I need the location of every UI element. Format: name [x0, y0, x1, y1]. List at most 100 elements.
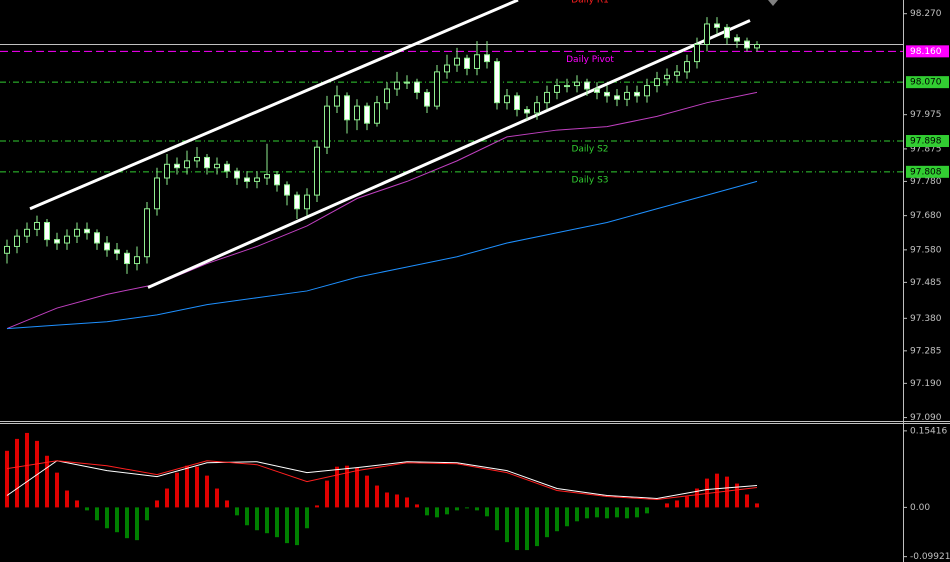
candle-body — [144, 208, 150, 258]
candle-body — [64, 235, 70, 244]
histogram-bar — [165, 488, 169, 508]
candle-body — [614, 95, 620, 100]
histogram-bar — [45, 455, 49, 508]
level-box — [906, 45, 949, 58]
histogram-bar — [365, 475, 369, 508]
histogram-bar — [15, 438, 19, 508]
histogram-bar — [395, 494, 399, 508]
candle-body — [524, 109, 530, 114]
histogram-bar — [715, 473, 719, 508]
y-tick-label: 97.190 — [910, 379, 942, 389]
y-tick-label: 97.875 — [910, 144, 942, 154]
candle-body — [664, 74, 670, 80]
y-tick-label: 97.285 — [910, 346, 942, 356]
histogram-bar — [185, 465, 189, 508]
candle-body — [714, 23, 720, 28]
candle-body — [284, 184, 290, 196]
candle-body — [374, 102, 380, 124]
candle-body — [634, 91, 640, 97]
candle-body — [424, 91, 430, 107]
y-tick-label: 0.00 — [910, 503, 930, 513]
candle-body — [384, 88, 390, 104]
histogram-bar — [135, 507, 139, 541]
histogram-bar — [65, 490, 69, 508]
histogram-bar — [105, 507, 109, 529]
candle-body — [474, 54, 480, 69]
histogram-bar — [95, 507, 99, 521]
trendline — [147, 19, 751, 289]
candle-body — [174, 163, 180, 169]
candle-body — [544, 91, 550, 104]
y-tick-label: 0.15416 — [910, 426, 947, 436]
histogram-bar — [225, 500, 229, 508]
candle-body — [124, 252, 130, 265]
histogram-bar — [545, 507, 549, 538]
histogram-bar — [195, 466, 199, 508]
candle-body — [154, 177, 160, 210]
candle-body — [734, 37, 740, 42]
candle-body — [574, 81, 580, 87]
moving-average — [6, 91, 758, 330]
histogram-bar — [385, 492, 389, 508]
candle-body — [394, 81, 400, 90]
histogram-bar — [595, 507, 599, 518]
candle-body — [204, 156, 210, 169]
candle-body — [314, 146, 320, 196]
y-tick-label: 98.270 — [910, 9, 942, 19]
candle-body — [584, 81, 590, 90]
level-name: Daily S3 — [571, 175, 608, 185]
histogram-bar — [55, 472, 59, 508]
candle-body — [604, 91, 610, 97]
histogram-bar — [405, 497, 409, 508]
candle-body — [684, 61, 690, 73]
histogram-bar — [275, 507, 279, 538]
indicator-line — [6, 460, 758, 500]
level-label: 97.808 — [910, 167, 942, 177]
candle-body — [594, 88, 600, 93]
candle-body — [4, 245, 10, 254]
y-tick-label: 97.975 — [910, 110, 942, 120]
candle-body — [354, 105, 360, 121]
candle-body — [744, 40, 750, 49]
y-tick-label: 97.380 — [910, 314, 942, 324]
candle-body — [484, 54, 490, 63]
candle-body — [514, 95, 520, 111]
moving-average — [6, 180, 758, 330]
histogram-bar — [445, 507, 449, 515]
price-panel: Daily R1 Daily Pivot Daily S2 Daily S3 — [0, 0, 903, 330]
histogram-bar — [665, 503, 669, 508]
histogram-bar — [495, 507, 499, 531]
indicator-line — [6, 460, 758, 499]
y-tick-label: 97.580 — [910, 245, 942, 255]
histogram-bar — [505, 507, 509, 543]
candle-body — [194, 156, 200, 162]
histogram-bar — [515, 507, 519, 551]
histogram-bar — [635, 507, 639, 518]
candle-body — [674, 71, 680, 76]
histogram-bar — [415, 504, 419, 508]
candle-body — [344, 95, 350, 121]
candle-body — [554, 85, 560, 93]
candle-body — [94, 232, 100, 244]
histogram-bar — [575, 507, 579, 522]
histogram-bar — [75, 500, 79, 508]
histogram-bar — [245, 507, 249, 526]
candle-body — [214, 163, 220, 169]
histogram-bar — [675, 500, 679, 508]
histogram-bar — [115, 507, 119, 533]
histogram-bar — [535, 507, 539, 547]
histogram-bar — [555, 507, 559, 532]
y-tick-label: 97.090 — [910, 413, 942, 423]
histogram-bar — [605, 507, 609, 519]
histogram-bar — [325, 480, 329, 508]
candle-body — [724, 26, 730, 39]
candle-body — [274, 174, 280, 186]
histogram-bar — [425, 507, 429, 516]
marker — [768, 0, 778, 6]
histogram-bar — [5, 450, 9, 508]
histogram-bar — [235, 507, 239, 516]
candle-body — [184, 160, 190, 169]
